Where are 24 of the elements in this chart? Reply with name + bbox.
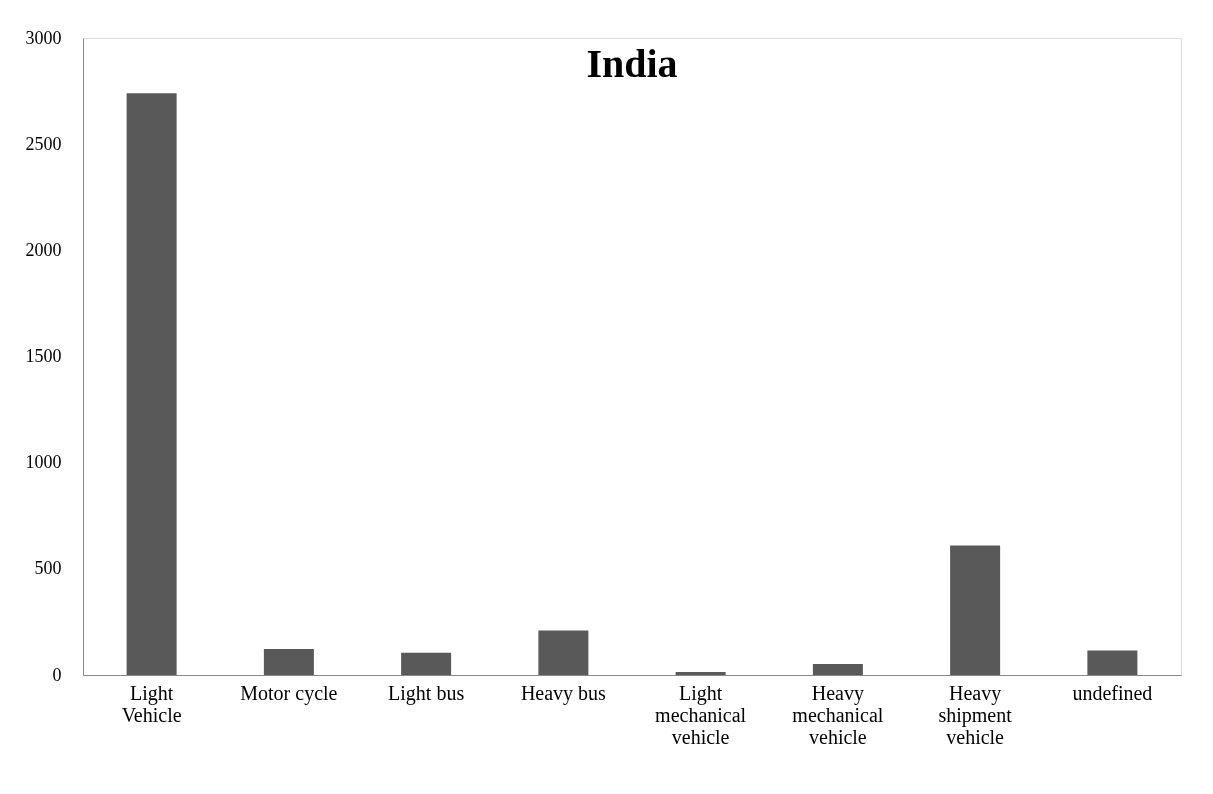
bar — [538, 630, 589, 675]
x-tick-label: undefined — [1072, 681, 1153, 704]
bar — [126, 93, 177, 675]
bar — [1087, 650, 1138, 675]
bar — [263, 649, 314, 675]
x-tick-label: Heavy shipment vehicle — [938, 681, 1013, 748]
bar — [812, 663, 863, 675]
x-tick-label: Light Vehicle — [121, 681, 182, 726]
y-tick-label: 3000 — [25, 27, 62, 48]
y-tick-label: 500 — [34, 558, 62, 579]
y-tick-label: 1500 — [25, 346, 62, 366]
x-tick-label: Light mechanical vehicle — [655, 681, 747, 748]
x-tick-label: Heavy bus — [520, 681, 607, 705]
x-tick-label: Motor cycle — [240, 681, 338, 705]
y-tick-label: 0 — [52, 664, 62, 685]
y-tick-label: 2500 — [25, 133, 62, 154]
x-tick-label: Light bus — [388, 681, 465, 705]
bar — [950, 545, 1001, 675]
y-tick-label: 1000 — [25, 452, 62, 473]
bar — [675, 672, 726, 675]
y-tick-label: 2000 — [25, 239, 62, 260]
x-tick-label: Heavy mechanical vehicle — [792, 681, 884, 748]
bar — [401, 652, 452, 675]
chart-title: India — [586, 41, 678, 86]
